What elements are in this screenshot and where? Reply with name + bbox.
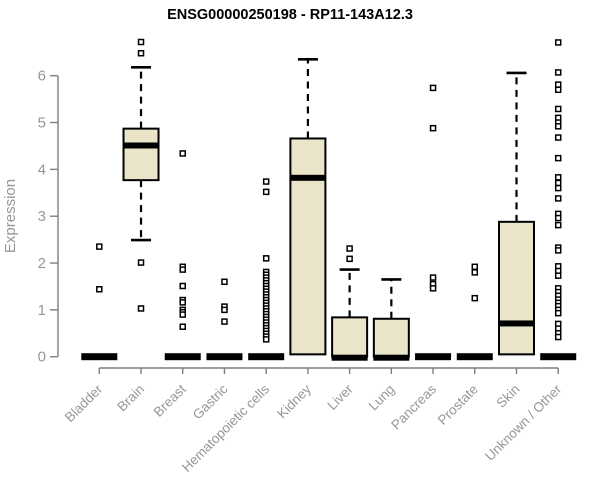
x-tick-label: Skin: [493, 382, 522, 411]
outlier-point: [554, 86, 562, 94]
outlier-point: [554, 309, 562, 317]
outlier-point: [554, 69, 562, 76]
outlier-point: [262, 188, 270, 196]
outlier-point: [221, 306, 228, 314]
outlier-point: [179, 266, 186, 273]
outlier-point: [554, 179, 562, 187]
outlier-point: [471, 263, 479, 271]
outlier-point: [179, 299, 186, 306]
median-line: [289, 174, 326, 181]
outlier-point: [429, 84, 437, 92]
x-tick-label: Lung: [366, 382, 398, 414]
outlier-point: [471, 294, 479, 302]
x-tick-label: Gastric: [190, 381, 231, 422]
y-tick-label: 4: [38, 161, 46, 178]
box: [372, 317, 410, 358]
outlier-point: [554, 81, 562, 88]
outlier-point: [554, 134, 562, 141]
outlier-point: [554, 39, 562, 46]
x-tick-label: Breast: [151, 381, 189, 419]
flat-box: [206, 353, 243, 361]
outlier-point: [554, 184, 562, 192]
x-tick-label: Kidney: [274, 381, 314, 421]
x-tick-label: Pancreas: [388, 381, 439, 432]
y-axis-title: Expression: [2, 179, 19, 253]
outlier-point: [221, 318, 228, 325]
y-tick-label: 5: [38, 115, 46, 132]
outlier-point: [554, 221, 562, 229]
outlier-point: [554, 174, 562, 181]
outlier-point: [137, 305, 145, 312]
median-line: [331, 354, 368, 361]
outlier-point: [179, 282, 186, 290]
outlier-point: [429, 274, 437, 281]
median-line: [498, 320, 535, 327]
chart-title: ENSG00000250198 - RP11-143A12.3: [167, 7, 413, 23]
outlier-point: [262, 336, 270, 343]
y-tick-label: 3: [38, 208, 46, 225]
outlier-point: [429, 285, 437, 292]
x-tick-label: Prostate: [435, 382, 481, 428]
flat-box: [456, 353, 493, 361]
outlier-point: [554, 272, 562, 279]
flat-box: [164, 353, 201, 361]
outlier-point: [179, 150, 186, 157]
outlier-point: [137, 49, 145, 57]
outlier-point: [554, 214, 562, 222]
outlier-point: [554, 154, 562, 162]
outlier-point: [179, 323, 186, 330]
box: [498, 220, 535, 356]
box: [331, 316, 369, 358]
outlier-point: [554, 195, 562, 202]
outlier-point: [554, 333, 562, 341]
x-tick-label: Bladder: [62, 381, 106, 425]
outlier-point: [554, 123, 562, 130]
outlier-point: [221, 278, 228, 286]
x-tick-label: Brain: [114, 382, 147, 415]
median-line: [373, 354, 410, 361]
y-tick-label: 1: [38, 302, 46, 319]
outlier-point: [346, 245, 353, 252]
flat-box: [81, 353, 118, 361]
flat-box: [248, 353, 285, 361]
outlier-point: [346, 255, 353, 263]
median-line: [123, 142, 160, 149]
outlier-point: [262, 255, 270, 262]
x-tick-label: Liver: [324, 381, 356, 413]
flat-box: [415, 353, 452, 361]
outlier-point: [554, 247, 562, 254]
box: [289, 137, 327, 356]
plot-area: 0 1 2 3 4 5 6 Expression Bladder Brain Breast Gastr…: [2, 38, 577, 475]
outlier-point: [137, 259, 145, 266]
outlier-point: [429, 124, 437, 132]
outlier-point: [262, 178, 270, 185]
box: [122, 127, 160, 182]
y-tick-label: 0: [38, 349, 46, 366]
y-tick-label: 2: [38, 255, 46, 272]
flat-box: [540, 353, 577, 361]
outlier-point: [96, 286, 103, 293]
outlier-point: [137, 38, 145, 46]
y-tick-label: 6: [38, 68, 46, 85]
outlier-point: [96, 243, 103, 250]
x-tick-label: Unknown / Other: [482, 381, 565, 464]
outlier-point: [554, 105, 562, 113]
outlier-point: [471, 269, 479, 276]
outlier-point: [179, 311, 186, 318]
